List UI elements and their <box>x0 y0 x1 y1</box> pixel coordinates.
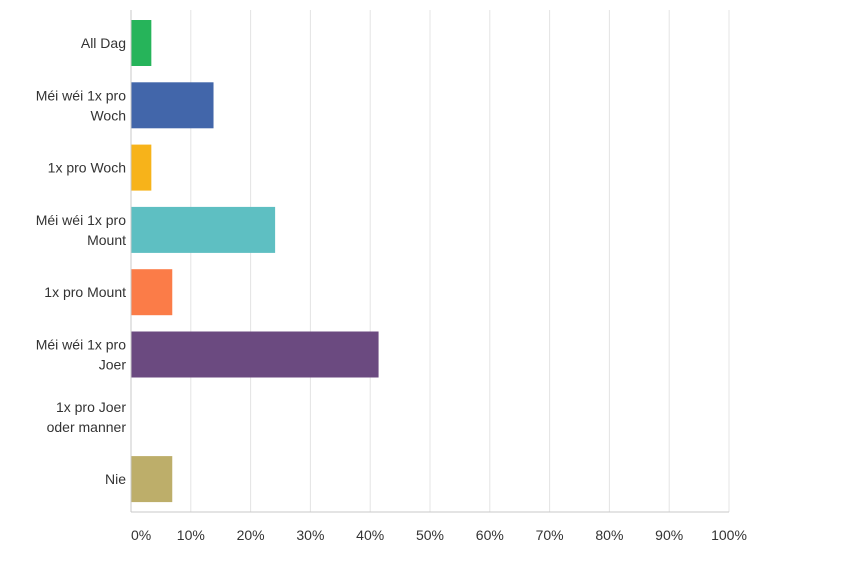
category-label-6: 1x pro Joer oder manner <box>47 399 127 435</box>
tick-label-30: 30% <box>296 527 324 543</box>
tick-label-40: 40% <box>356 527 384 543</box>
bar-3 <box>131 206 276 253</box>
tick-label-60: 60% <box>476 527 504 543</box>
tick-label-50: 50% <box>416 527 444 543</box>
category-labels: All Dag Méi wéi 1x pro Woch 1x pro Woch Méi … <box>36 35 127 487</box>
category-label-7: Nie <box>105 471 126 487</box>
bar-2 <box>131 144 152 191</box>
category-label-line: 1x pro Joer <box>56 399 126 415</box>
tick-label-90: 90% <box>655 527 683 543</box>
category-label-2: 1x pro Woch <box>48 160 126 176</box>
category-label-0: All Dag <box>81 35 126 51</box>
category-label-line: Méi wéi 1x pro <box>36 87 126 103</box>
category-label-line: 1x pro Woch <box>48 160 126 176</box>
category-label-line: All Dag <box>81 35 126 51</box>
category-label-line: Joer <box>99 357 127 373</box>
category-label-line: Woch <box>90 107 126 123</box>
bar-5 <box>131 331 379 378</box>
bar-4 <box>131 269 173 316</box>
tick-labels: 0% 10% 20% 30% 40% 50% 60% 70% 80% 90% 100% <box>131 527 747 543</box>
category-label-4: 1x pro Mount <box>44 284 126 300</box>
tick-label-70: 70% <box>536 527 564 543</box>
tick-label-0: 0% <box>131 527 151 543</box>
bar-7 <box>131 456 173 503</box>
category-label-line: Méi wéi 1x pro <box>36 337 126 353</box>
category-label-line: 1x pro Mount <box>44 284 126 300</box>
axis-layer <box>130 10 729 513</box>
category-label-line: Nie <box>105 471 126 487</box>
bar-0 <box>131 20 152 66</box>
category-label-line: Méi wéi 1x pro <box>36 212 126 228</box>
category-label-5: Méi wéi 1x pro Joer <box>36 337 127 373</box>
category-label-line: Mount <box>87 232 126 248</box>
grid-layer <box>190 10 730 512</box>
bar-1 <box>131 82 214 129</box>
category-label-line: oder manner <box>47 419 127 435</box>
tick-label-100: 100% <box>711 527 747 543</box>
tick-label-80: 80% <box>595 527 623 543</box>
bars-layer <box>131 20 379 503</box>
category-label-3: Méi wéi 1x pro Mount <box>36 212 126 248</box>
category-label-1: Méi wéi 1x pro Woch <box>36 87 126 123</box>
tick-label-20: 20% <box>237 527 265 543</box>
tick-label-10: 10% <box>177 527 205 543</box>
